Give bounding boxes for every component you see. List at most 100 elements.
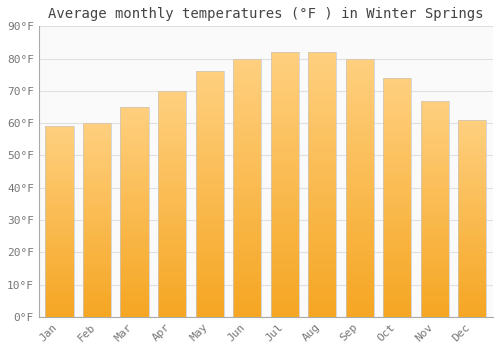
Bar [383, 264, 412, 269]
Bar [120, 120, 148, 124]
Bar [270, 243, 299, 248]
Bar [458, 222, 486, 226]
Bar [421, 226, 449, 230]
Bar [383, 83, 412, 88]
Bar [346, 58, 374, 64]
Bar [83, 177, 111, 181]
Bar [383, 178, 412, 183]
Bar [120, 262, 148, 266]
Bar [308, 57, 336, 63]
Bar [458, 254, 486, 258]
Bar [421, 222, 449, 226]
Bar [233, 74, 261, 79]
Bar [383, 212, 412, 217]
Bar [46, 248, 74, 252]
Bar [120, 208, 148, 212]
Bar [120, 283, 148, 287]
Bar [308, 206, 336, 211]
Bar [308, 312, 336, 317]
Bar [383, 298, 412, 302]
Bar [120, 275, 148, 279]
Bar [458, 147, 486, 152]
Bar [383, 221, 412, 226]
Bar [383, 284, 412, 288]
Bar [196, 219, 224, 224]
Bar [120, 199, 148, 203]
Bar [83, 301, 111, 305]
Bar [120, 308, 148, 313]
Bar [196, 170, 224, 175]
Bar [458, 230, 486, 234]
Bar [346, 182, 374, 188]
Bar [158, 172, 186, 177]
Bar [270, 301, 299, 306]
Bar [383, 226, 412, 231]
Bar [233, 291, 261, 296]
Bar [196, 150, 224, 155]
Bar [458, 136, 486, 140]
Bar [46, 214, 74, 218]
Bar [46, 145, 74, 149]
Bar [46, 260, 74, 264]
Bar [270, 306, 299, 312]
Bar [270, 174, 299, 179]
Bar [458, 297, 486, 301]
Bar [421, 282, 449, 287]
Bar [83, 170, 111, 174]
Bar [383, 197, 412, 202]
Bar [458, 285, 486, 289]
Bar [233, 239, 261, 245]
Bar [383, 255, 412, 259]
Bar [158, 113, 186, 118]
Bar [308, 232, 336, 237]
Bar [120, 174, 148, 178]
Bar [46, 286, 74, 290]
Bar [196, 135, 224, 140]
Bar [158, 226, 186, 231]
Bar [308, 52, 336, 317]
Bar [270, 94, 299, 100]
Bar [458, 246, 486, 250]
Bar [83, 313, 111, 317]
Bar [346, 74, 374, 79]
Bar [158, 231, 186, 236]
Bar [83, 236, 111, 239]
Bar [83, 298, 111, 301]
Bar [270, 200, 299, 206]
Bar [46, 271, 74, 275]
Bar [196, 238, 224, 243]
Bar [233, 219, 261, 224]
Bar [270, 121, 299, 126]
Bar [458, 234, 486, 238]
Bar [421, 153, 449, 157]
Bar [233, 141, 261, 146]
Bar [458, 313, 486, 317]
Bar [120, 292, 148, 296]
Bar [346, 79, 374, 84]
Bar [83, 142, 111, 146]
Bar [120, 220, 148, 224]
Bar [233, 177, 261, 182]
Bar [308, 158, 336, 163]
Bar [196, 199, 224, 204]
Bar [83, 259, 111, 262]
Bar [458, 175, 486, 179]
Bar [308, 285, 336, 290]
Bar [196, 229, 224, 233]
Bar [233, 110, 261, 116]
Bar [83, 305, 111, 309]
Bar [346, 120, 374, 126]
Bar [421, 131, 449, 135]
Bar [383, 78, 412, 83]
Bar [308, 184, 336, 190]
Bar [83, 154, 111, 158]
Bar [270, 222, 299, 227]
Bar [158, 258, 186, 262]
Bar [458, 167, 486, 171]
Bar [458, 215, 486, 218]
Bar [120, 258, 148, 262]
Bar [120, 141, 148, 145]
Bar [196, 209, 224, 214]
Bar [346, 157, 374, 162]
Bar [233, 281, 261, 286]
